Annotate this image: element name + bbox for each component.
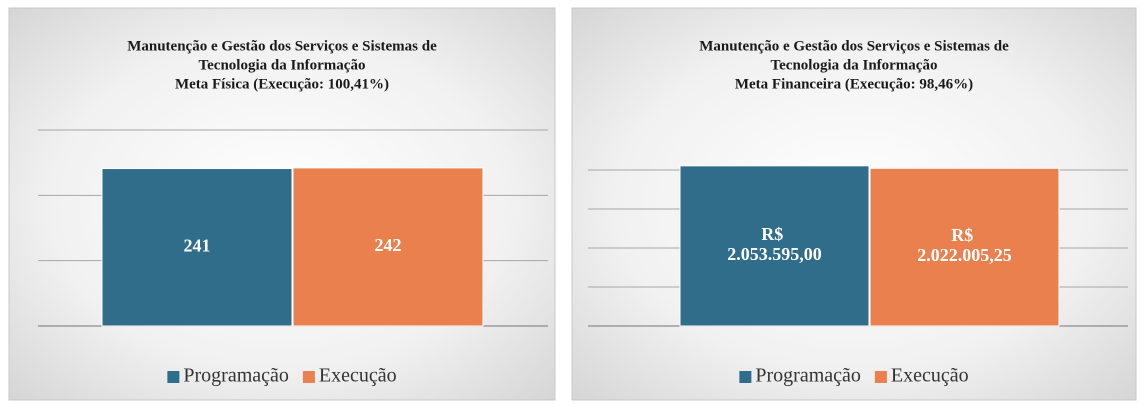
bar bbox=[869, 167, 1060, 327]
chart-title: Meta Financeira (Execução: 98,46%) bbox=[735, 76, 973, 92]
chart-title: Tecnologia da Informação bbox=[199, 57, 366, 73]
legend-swatch bbox=[739, 371, 752, 383]
data-label-line: R$ bbox=[761, 224, 788, 244]
chart-title: Tecnologia da Informação bbox=[771, 57, 938, 73]
chart-title: Manutenção e Gestão dos Serviços e Siste… bbox=[699, 38, 1009, 54]
data-label-line: 2.022.005,25 bbox=[917, 245, 1012, 265]
legend-label: Execução bbox=[891, 365, 969, 387]
data-label: R$ 2.022.005,25 bbox=[917, 225, 1012, 265]
legend-swatch bbox=[874, 371, 887, 383]
bar bbox=[679, 165, 870, 327]
legend-swatch bbox=[302, 371, 315, 383]
legend-label: Programação bbox=[755, 365, 861, 387]
bar bbox=[101, 168, 293, 327]
data-label-line: 2.053.595,00 bbox=[727, 244, 822, 264]
data-label: R$ 2.053.595,00 bbox=[727, 224, 822, 264]
chart-title: Manutenção e Gestão dos Serviços e Siste… bbox=[127, 38, 437, 54]
bar bbox=[292, 167, 484, 327]
data-label: 241 bbox=[184, 235, 211, 255]
data-label-line: R$ bbox=[951, 225, 978, 245]
legend-label: Execução bbox=[319, 365, 397, 387]
legend-label: Programação bbox=[183, 365, 289, 387]
legend-swatch bbox=[167, 371, 180, 383]
chart-title: Meta Física (Execução: 100,41%) bbox=[175, 76, 389, 92]
data-label: 242 bbox=[375, 235, 402, 255]
